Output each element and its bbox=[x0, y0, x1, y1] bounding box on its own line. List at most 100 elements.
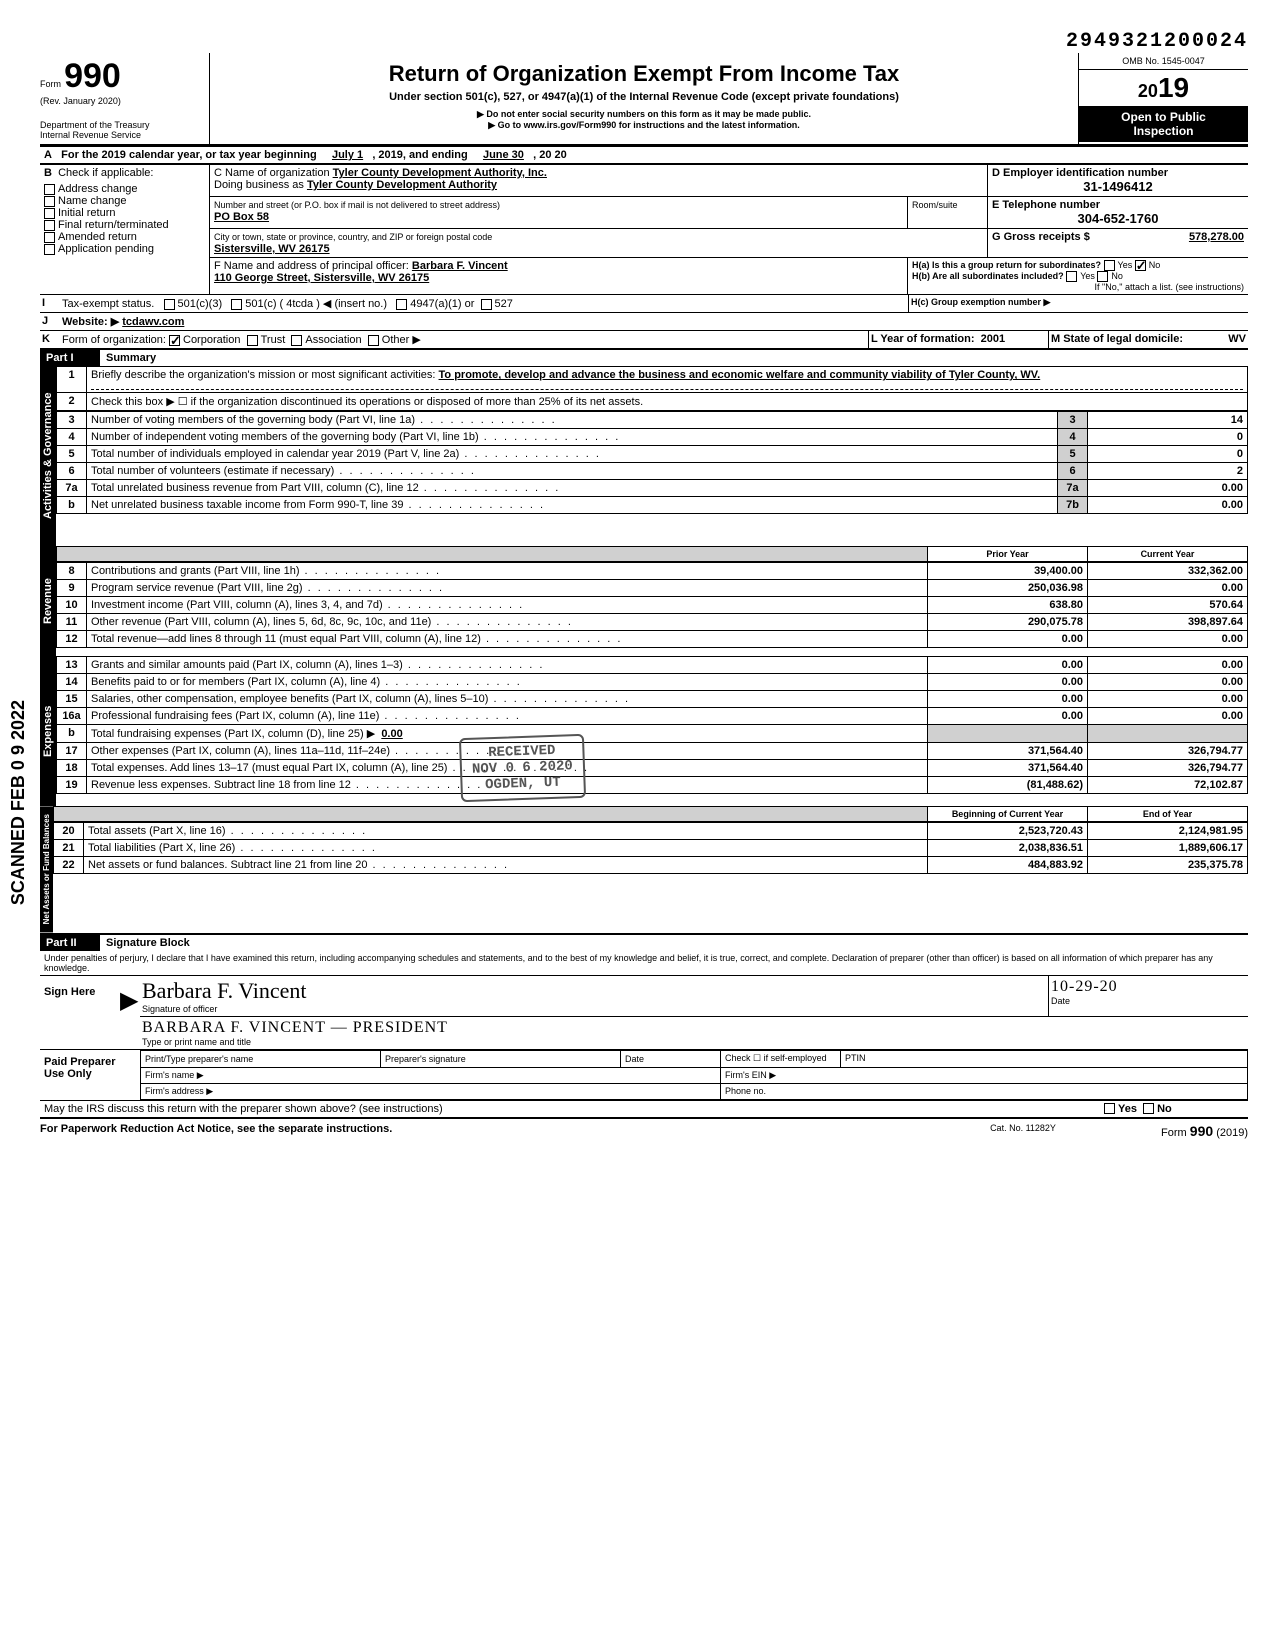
cat-no: Cat. No. 11282Y bbox=[948, 1123, 1098, 1139]
line-text: Total assets (Part X, line 16) bbox=[84, 823, 928, 840]
begin-year: 484,883.92 bbox=[928, 857, 1088, 874]
chk-amended[interactable] bbox=[44, 232, 55, 243]
chk-address-change[interactable] bbox=[44, 184, 55, 195]
officer-name-typed: BARBARA F. VINCENT — PRESIDENT bbox=[142, 1019, 1246, 1037]
line-text: Investment income (Part VIII, column (A)… bbox=[87, 597, 928, 614]
state-domicile: WV bbox=[1228, 333, 1246, 345]
line-text: Number of voting members of the governin… bbox=[87, 411, 1058, 428]
chk-discuss-no[interactable] bbox=[1143, 1103, 1154, 1114]
chk-4947[interactable] bbox=[396, 299, 407, 310]
chk-527[interactable] bbox=[481, 299, 492, 310]
lbl-yes: Yes bbox=[1118, 260, 1133, 270]
current-year: 570.64 bbox=[1088, 597, 1248, 614]
tax-year: 20201919 bbox=[1079, 69, 1248, 106]
g-lbl: G Gross receipts $ bbox=[992, 231, 1090, 243]
current-year: 326,794.77 bbox=[1088, 760, 1248, 777]
chk-name-change[interactable] bbox=[44, 196, 55, 207]
lbl-pending: Application pending bbox=[58, 243, 154, 255]
chk-other[interactable] bbox=[368, 335, 379, 346]
box-no: 4 bbox=[1058, 428, 1088, 445]
prior-year: 250,036.98 bbox=[928, 580, 1088, 597]
chk-ha-yes[interactable] bbox=[1104, 260, 1115, 271]
chk-pending[interactable] bbox=[44, 244, 55, 255]
line-no: b bbox=[57, 725, 87, 743]
org-name: Tyler County Development Authority, Inc. bbox=[333, 167, 547, 179]
chk-initial-return[interactable] bbox=[44, 208, 55, 219]
chk-501c3[interactable] bbox=[164, 299, 175, 310]
city: Sistersville, WV 26175 bbox=[214, 243, 330, 255]
line-no: 18 bbox=[57, 760, 87, 777]
lbl-name-change: Name change bbox=[58, 195, 127, 207]
form-footer: Form 990 (2019) bbox=[1098, 1123, 1248, 1139]
received-stamp: RECEIVED NOV 0 6 2020 OGDEN, UT bbox=[459, 734, 586, 802]
form-subtitle: Under section 501(c), 527, or 4947(a)(1)… bbox=[218, 91, 1070, 103]
lbl-no: No bbox=[1149, 260, 1161, 270]
opt-corp: Corporation bbox=[183, 334, 240, 346]
line-no: 19 bbox=[57, 777, 87, 794]
current-year: 0.00 bbox=[1088, 631, 1248, 648]
line-no: 20 bbox=[54, 823, 84, 840]
lbl-final-return: Final return/terminated bbox=[58, 219, 169, 231]
form-header: Form 990 (Rev. January 2020) Department … bbox=[40, 53, 1248, 146]
lbl-amended: Amended return bbox=[58, 231, 137, 243]
room-lbl: Room/suite bbox=[912, 200, 958, 210]
prior-year: 0.00 bbox=[928, 691, 1088, 708]
prior-year: 39,400.00 bbox=[928, 563, 1088, 580]
prep-name-lbl: Print/Type preparer's name bbox=[145, 1054, 253, 1064]
chk-corp[interactable] bbox=[169, 335, 180, 346]
chk-discuss-yes[interactable] bbox=[1104, 1103, 1115, 1114]
document-number: 2949321200024 bbox=[40, 30, 1248, 53]
begin-year: 2,038,836.51 bbox=[928, 840, 1088, 857]
chk-501c[interactable] bbox=[231, 299, 242, 310]
sign-here-lbl: Sign Here bbox=[40, 976, 120, 1049]
city-lbl: City or town, state or province, country… bbox=[214, 232, 492, 242]
prior-year: 371,564.40 bbox=[928, 760, 1088, 777]
ha-lbl: H(a) Is this a group return for subordin… bbox=[912, 260, 1101, 270]
line-text: Professional fundraising fees (Part IX, … bbox=[87, 708, 928, 725]
opt-4947: 4947(a)(1) or bbox=[410, 298, 474, 310]
e-lbl: E Telephone number bbox=[992, 199, 1100, 211]
tab-activities: Activities & Governance bbox=[40, 366, 56, 546]
line-text: Contributions and grants (Part VIII, lin… bbox=[87, 563, 928, 580]
line-no: 12 bbox=[57, 631, 87, 648]
current-year: 72,102.87 bbox=[1088, 777, 1248, 794]
opt-other: Other ▶ bbox=[382, 334, 421, 346]
part-i-title: Summary bbox=[100, 350, 162, 366]
line-value: 0 bbox=[1088, 445, 1248, 462]
current-year: 398,897.64 bbox=[1088, 614, 1248, 631]
chk-hb-no[interactable] bbox=[1097, 271, 1108, 282]
sig-lbl: Signature of officer bbox=[142, 1004, 1046, 1014]
b-label: Check if applicable: bbox=[58, 167, 153, 179]
line-no: 8 bbox=[57, 563, 87, 580]
ptin-lbl: PTIN bbox=[841, 1050, 1248, 1067]
year-end: June 30 bbox=[483, 149, 524, 161]
name-title-lbl: Type or print name and title bbox=[142, 1037, 1246, 1047]
gross-receipts: 578,278.00 bbox=[1189, 231, 1244, 243]
mission: To promote, develop and advance the busi… bbox=[439, 369, 1041, 381]
line-no: 10 bbox=[57, 597, 87, 614]
hb-lbl: H(b) Are all subordinates included? bbox=[912, 271, 1064, 281]
current-year: 326,794.77 bbox=[1088, 743, 1248, 760]
line-text: Total liabilities (Part X, line 26) bbox=[84, 840, 928, 857]
j-lbl: Website: ▶ bbox=[62, 316, 119, 328]
firm-addr-lbl: Firm's address ▶ bbox=[141, 1083, 721, 1099]
opt-501c: 501(c) ( 4tcda ) ◀ (insert no.) bbox=[245, 298, 387, 310]
prior-year: 0.00 bbox=[928, 631, 1088, 648]
prior-year: 371,564.40 bbox=[928, 743, 1088, 760]
hb-note: If "No," attach a list. (see instruction… bbox=[912, 282, 1244, 292]
chk-trust[interactable] bbox=[247, 335, 258, 346]
lbl-yes2: Yes bbox=[1080, 271, 1095, 281]
street: PO Box 58 bbox=[214, 211, 269, 223]
line-no: 3 bbox=[57, 411, 87, 428]
identification-block: B Check if applicable: Address change Na… bbox=[40, 165, 1248, 295]
line-no: 14 bbox=[57, 674, 87, 691]
py-hdr: Prior Year bbox=[928, 547, 1088, 562]
chk-assoc[interactable] bbox=[291, 335, 302, 346]
line-value: 0.00 bbox=[1088, 496, 1248, 513]
chk-hb-yes[interactable] bbox=[1066, 271, 1077, 282]
lbl-initial-return: Initial return bbox=[58, 207, 115, 219]
phone-lbl: Phone no. bbox=[721, 1083, 1248, 1099]
chk-final-return[interactable] bbox=[44, 220, 55, 231]
chk-ha-no[interactable] bbox=[1135, 260, 1146, 271]
prior-year: 0.00 bbox=[928, 674, 1088, 691]
